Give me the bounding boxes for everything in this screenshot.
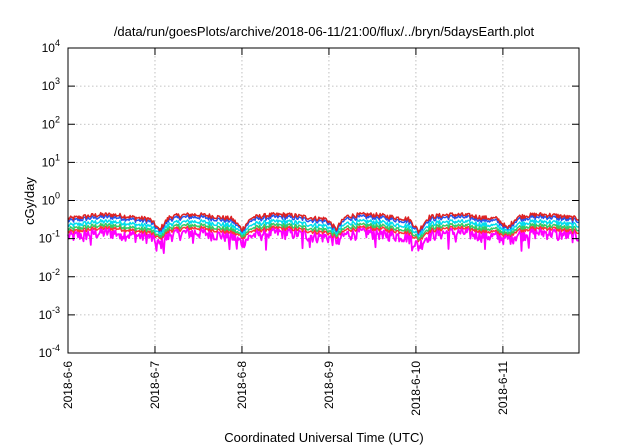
y-tick-label: 10-4	[39, 343, 60, 360]
y-tick-base: 10	[39, 232, 53, 246]
y-tick-base: 10	[39, 308, 53, 322]
series-lines	[67, 211, 580, 254]
x-axis-label: Coordinated Universal Time (UTC)	[224, 430, 423, 445]
y-tick-label: 10-2	[39, 267, 60, 284]
series-line	[67, 222, 580, 241]
series-line	[67, 211, 580, 234]
y-tick-label: 102	[42, 114, 60, 131]
y-tick-exponent: -3	[52, 305, 60, 315]
y-tick-base: 10	[42, 41, 56, 55]
y-tick-base: 10	[42, 79, 56, 93]
x-tick-label: 2018-6-10	[409, 361, 423, 416]
y-tick-exponent: 3	[55, 76, 60, 86]
y-tick-base: 10	[42, 194, 56, 208]
grid	[68, 48, 579, 353]
x-tick-label: 2018-6-6	[61, 361, 75, 409]
y-tick-exponent: -2	[52, 267, 60, 277]
y-tick-label: 100	[42, 191, 60, 208]
y-tick-base: 10	[42, 155, 56, 169]
y-tick-exponent: 2	[55, 114, 60, 124]
y-tick-label: 10-3	[39, 305, 60, 322]
series-line	[67, 218, 580, 238]
y-tick-base: 10	[42, 117, 56, 131]
x-tick-label: 2018-6-9	[322, 361, 336, 409]
y-axis-label: cGy/day	[22, 177, 37, 225]
y-tick-label: 101	[42, 152, 60, 169]
y-tick-label: 104	[42, 38, 60, 55]
x-tick-label: 2018-6-8	[235, 361, 249, 409]
y-tick-label: 10-1	[39, 229, 60, 246]
y-tick-exponent: 4	[55, 38, 60, 48]
y-tick-exponent: -1	[52, 229, 60, 239]
y-tick-base: 10	[39, 346, 53, 360]
y-tick-exponent: 1	[55, 152, 60, 162]
y-tick-base: 10	[39, 270, 53, 284]
y-tick-exponent: -4	[52, 343, 60, 353]
x-tick-label: 2018-6-11	[496, 361, 510, 415]
chart-title: /data/run/goesPlots/archive/2018-06-11/2…	[114, 24, 535, 39]
x-tick-label: 2018-6-7	[148, 361, 162, 409]
y-tick-label: 103	[42, 76, 60, 93]
y-tick-exponent: 0	[55, 191, 60, 201]
